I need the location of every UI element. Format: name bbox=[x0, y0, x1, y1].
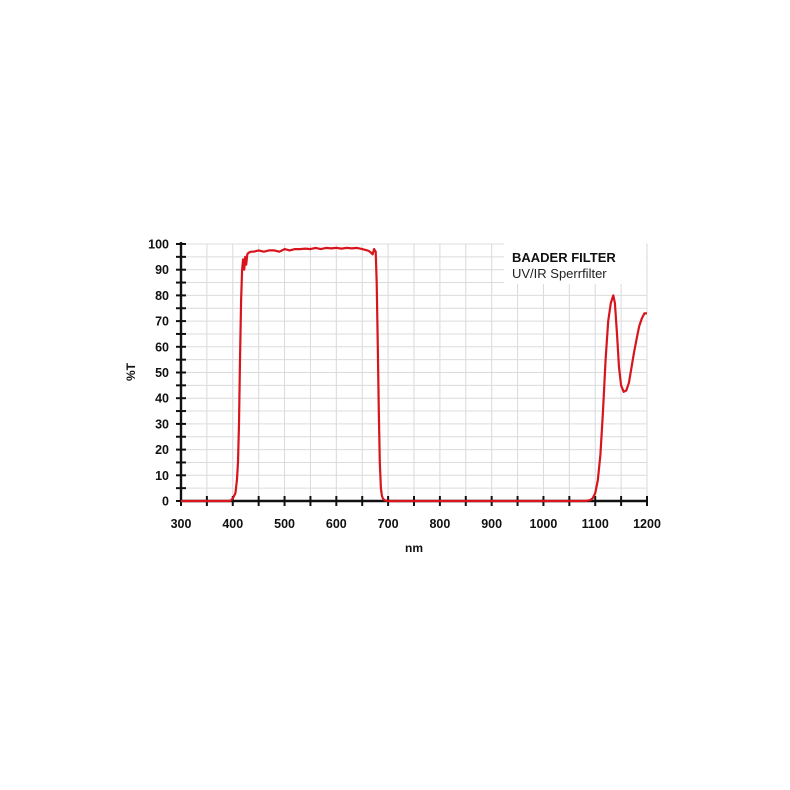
y-tick-label: 100 bbox=[148, 238, 169, 252]
y-tick-labels: 0 10 20 30 40 50 60 70 80 90 100 bbox=[148, 238, 169, 509]
x-tick-label: 400 bbox=[222, 517, 243, 531]
x-tick-label: 600 bbox=[326, 517, 347, 531]
y-tick-label: 60 bbox=[155, 340, 169, 354]
y-tick-label: 50 bbox=[155, 366, 169, 380]
y-tick-label: 10 bbox=[155, 469, 169, 483]
x-tick-label: 800 bbox=[429, 517, 450, 531]
legend-title: BAADER FILTER bbox=[512, 250, 616, 265]
x-tick-label: 1000 bbox=[530, 517, 558, 531]
y-tick-label: 80 bbox=[155, 289, 169, 303]
y-tick-label: 0 bbox=[162, 495, 169, 509]
y-tick-label: 90 bbox=[155, 263, 169, 277]
y-tick-label: 20 bbox=[155, 443, 169, 457]
y-tick-label: 30 bbox=[155, 417, 169, 431]
x-tick-label: 700 bbox=[378, 517, 399, 531]
y-tick-label: 40 bbox=[155, 392, 169, 406]
transmission-curve bbox=[181, 246, 647, 503]
legend-box bbox=[504, 242, 646, 284]
y-axis-title: %T bbox=[124, 362, 138, 381]
x-tick-label: 900 bbox=[481, 517, 502, 531]
x-tick-label: 1100 bbox=[582, 517, 609, 531]
x-tick-label: 300 bbox=[171, 517, 192, 531]
legend-subtitle: UV/IR Sperrfilter bbox=[512, 266, 607, 281]
x-tick-label: 500 bbox=[274, 517, 295, 531]
x-tick-labels: 300 400 500 600 700 800 900 1000 1100 1200 bbox=[171, 517, 661, 531]
x-tick-label: 1200 bbox=[633, 517, 661, 531]
x-axis-title: nm bbox=[405, 541, 423, 555]
y-tick-label: 70 bbox=[155, 315, 169, 329]
